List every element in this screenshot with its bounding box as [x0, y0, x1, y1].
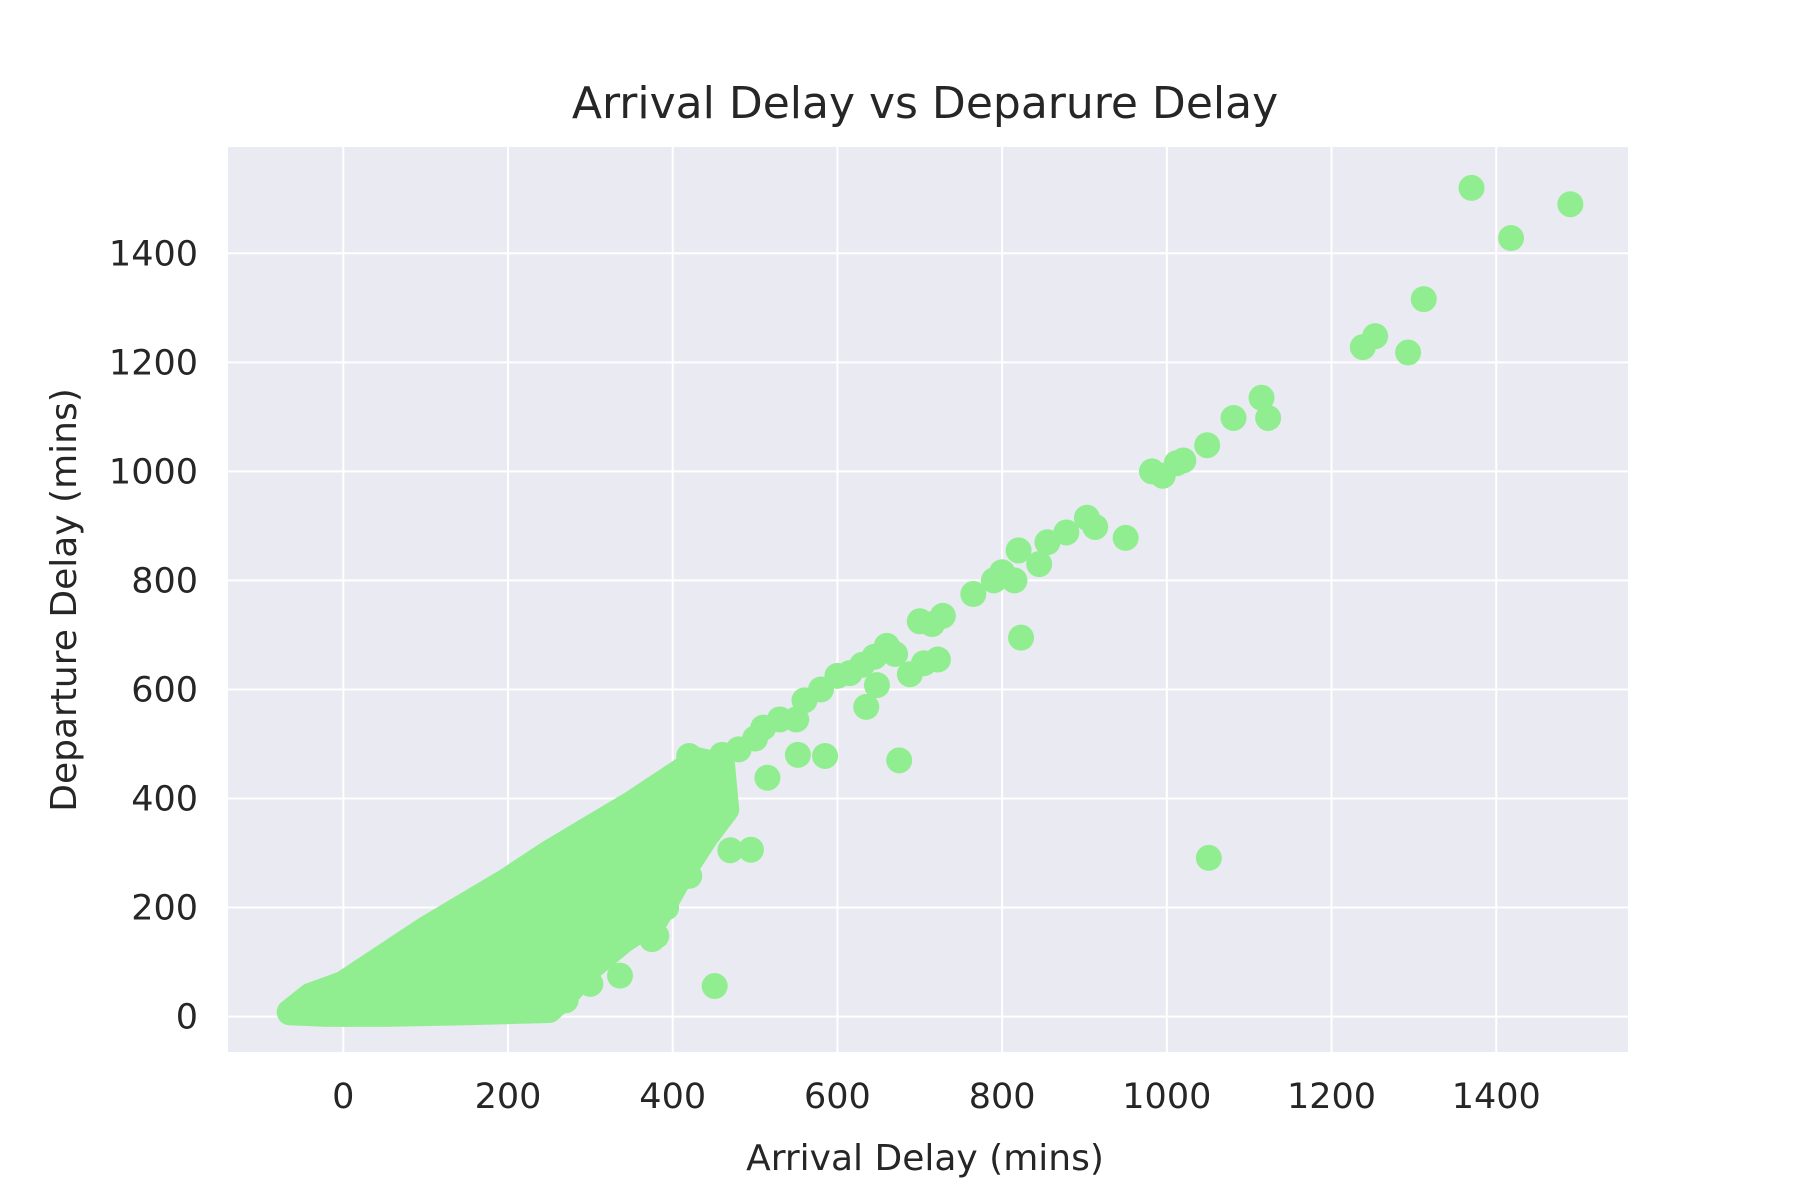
- y-tick-label: 600: [131, 670, 198, 710]
- y-tick-label: 400: [131, 779, 198, 819]
- chart-title: Arrival Delay vs Deparure Delay: [572, 78, 1278, 129]
- scatter-point: [980, 567, 1007, 594]
- scatter-point: [1349, 334, 1376, 361]
- scatter-point: [1026, 551, 1053, 578]
- scatter-point: [577, 970, 604, 997]
- y-tick-label: 200: [131, 889, 198, 929]
- scatter-point: [1082, 513, 1109, 540]
- scatter-point: [1248, 384, 1275, 411]
- scatter-point: [906, 608, 933, 635]
- scatter-point: [607, 962, 633, 989]
- scatter-point: [653, 894, 680, 921]
- x-tick-label: 400: [639, 1077, 706, 1117]
- scatter-point: [784, 741, 811, 768]
- scatter-point: [717, 837, 744, 864]
- scatter-point: [1194, 432, 1221, 459]
- scatter-point: [1410, 286, 1437, 313]
- scatter-point: [519, 995, 546, 1022]
- x-tick-label: 200: [475, 1077, 542, 1117]
- scatter-point: [1112, 524, 1139, 551]
- scatter-point: [639, 926, 666, 953]
- scatter-point: [1557, 191, 1584, 218]
- y-axis-label: Departure Delay (mins): [44, 388, 85, 812]
- scatter-point: [754, 764, 781, 791]
- scatter-point: [495, 997, 521, 1024]
- x-tick-label: 0: [332, 1077, 354, 1117]
- x-tick-labels: 0 200 400 600 800 1000 1200 1400: [332, 1077, 1541, 1117]
- x-tick-label: 1400: [1452, 1077, 1541, 1117]
- scatter-point: [1220, 404, 1247, 431]
- scatter-point: [853, 693, 880, 720]
- x-tick-label: 800: [969, 1077, 1036, 1117]
- scatter-point: [812, 742, 839, 769]
- scatter-point: [960, 581, 987, 608]
- scatter-points: [276, 174, 1584, 1026]
- scatter-point: [1395, 339, 1422, 366]
- scatter-point: [297, 989, 324, 1016]
- y-tick-label: 1200: [109, 343, 198, 383]
- x-tick-label: 600: [804, 1077, 871, 1117]
- scatter-point: [666, 833, 693, 860]
- scatter-point: [1008, 624, 1035, 651]
- y-tick-label: 0: [176, 998, 198, 1038]
- x-tick-label: 1200: [1287, 1077, 1376, 1117]
- y-tick-label: 1400: [109, 234, 198, 274]
- scatter-point: [1458, 174, 1485, 201]
- scatter-point: [1498, 225, 1525, 252]
- y-tick-labels: 0 200 400 600 800 1000 1200 1400: [109, 234, 198, 1037]
- x-tick-label: 1000: [1122, 1077, 1211, 1117]
- scatter-point: [896, 661, 923, 688]
- scatter-point: [737, 836, 764, 863]
- scatter-point: [676, 742, 703, 769]
- y-tick-label: 800: [131, 561, 198, 601]
- scatter-point: [1255, 404, 1282, 431]
- x-axis-label: Arrival Delay (mins): [746, 1138, 1104, 1179]
- y-tick-label: 1000: [109, 452, 198, 492]
- scatter-point: [659, 763, 686, 790]
- scatter-point: [1005, 537, 1032, 564]
- scatter-point: [1034, 529, 1061, 556]
- scatter-point: [863, 672, 890, 699]
- scatter-point: [701, 973, 728, 1000]
- scatter-point: [676, 862, 703, 889]
- scatter-point: [886, 747, 913, 774]
- scatter-point: [645, 790, 672, 817]
- scatter-point: [1195, 844, 1222, 871]
- scatter-point: [1149, 462, 1176, 489]
